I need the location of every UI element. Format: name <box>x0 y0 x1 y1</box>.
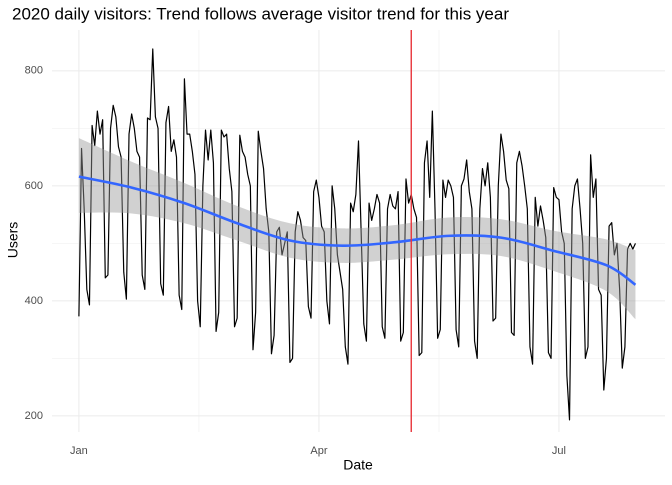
chart-title: 2020 daily visitors: Trend follows avera… <box>12 4 509 23</box>
x-tick-label: Jul <box>552 445 566 457</box>
y-tick-label: 400 <box>25 295 43 307</box>
x-tick-label: Jan <box>70 445 88 457</box>
y-tick-label: 200 <box>25 410 43 422</box>
trend-line <box>78 175 637 286</box>
confidence-band <box>78 138 636 320</box>
x-axis-label: Date <box>343 457 373 473</box>
data-line <box>78 48 637 421</box>
y-tick-label: 600 <box>25 180 43 192</box>
y-tick-label: 800 <box>25 65 43 77</box>
y-axis-label: Users <box>5 222 21 259</box>
x-tick-label: Apr <box>310 445 327 457</box>
